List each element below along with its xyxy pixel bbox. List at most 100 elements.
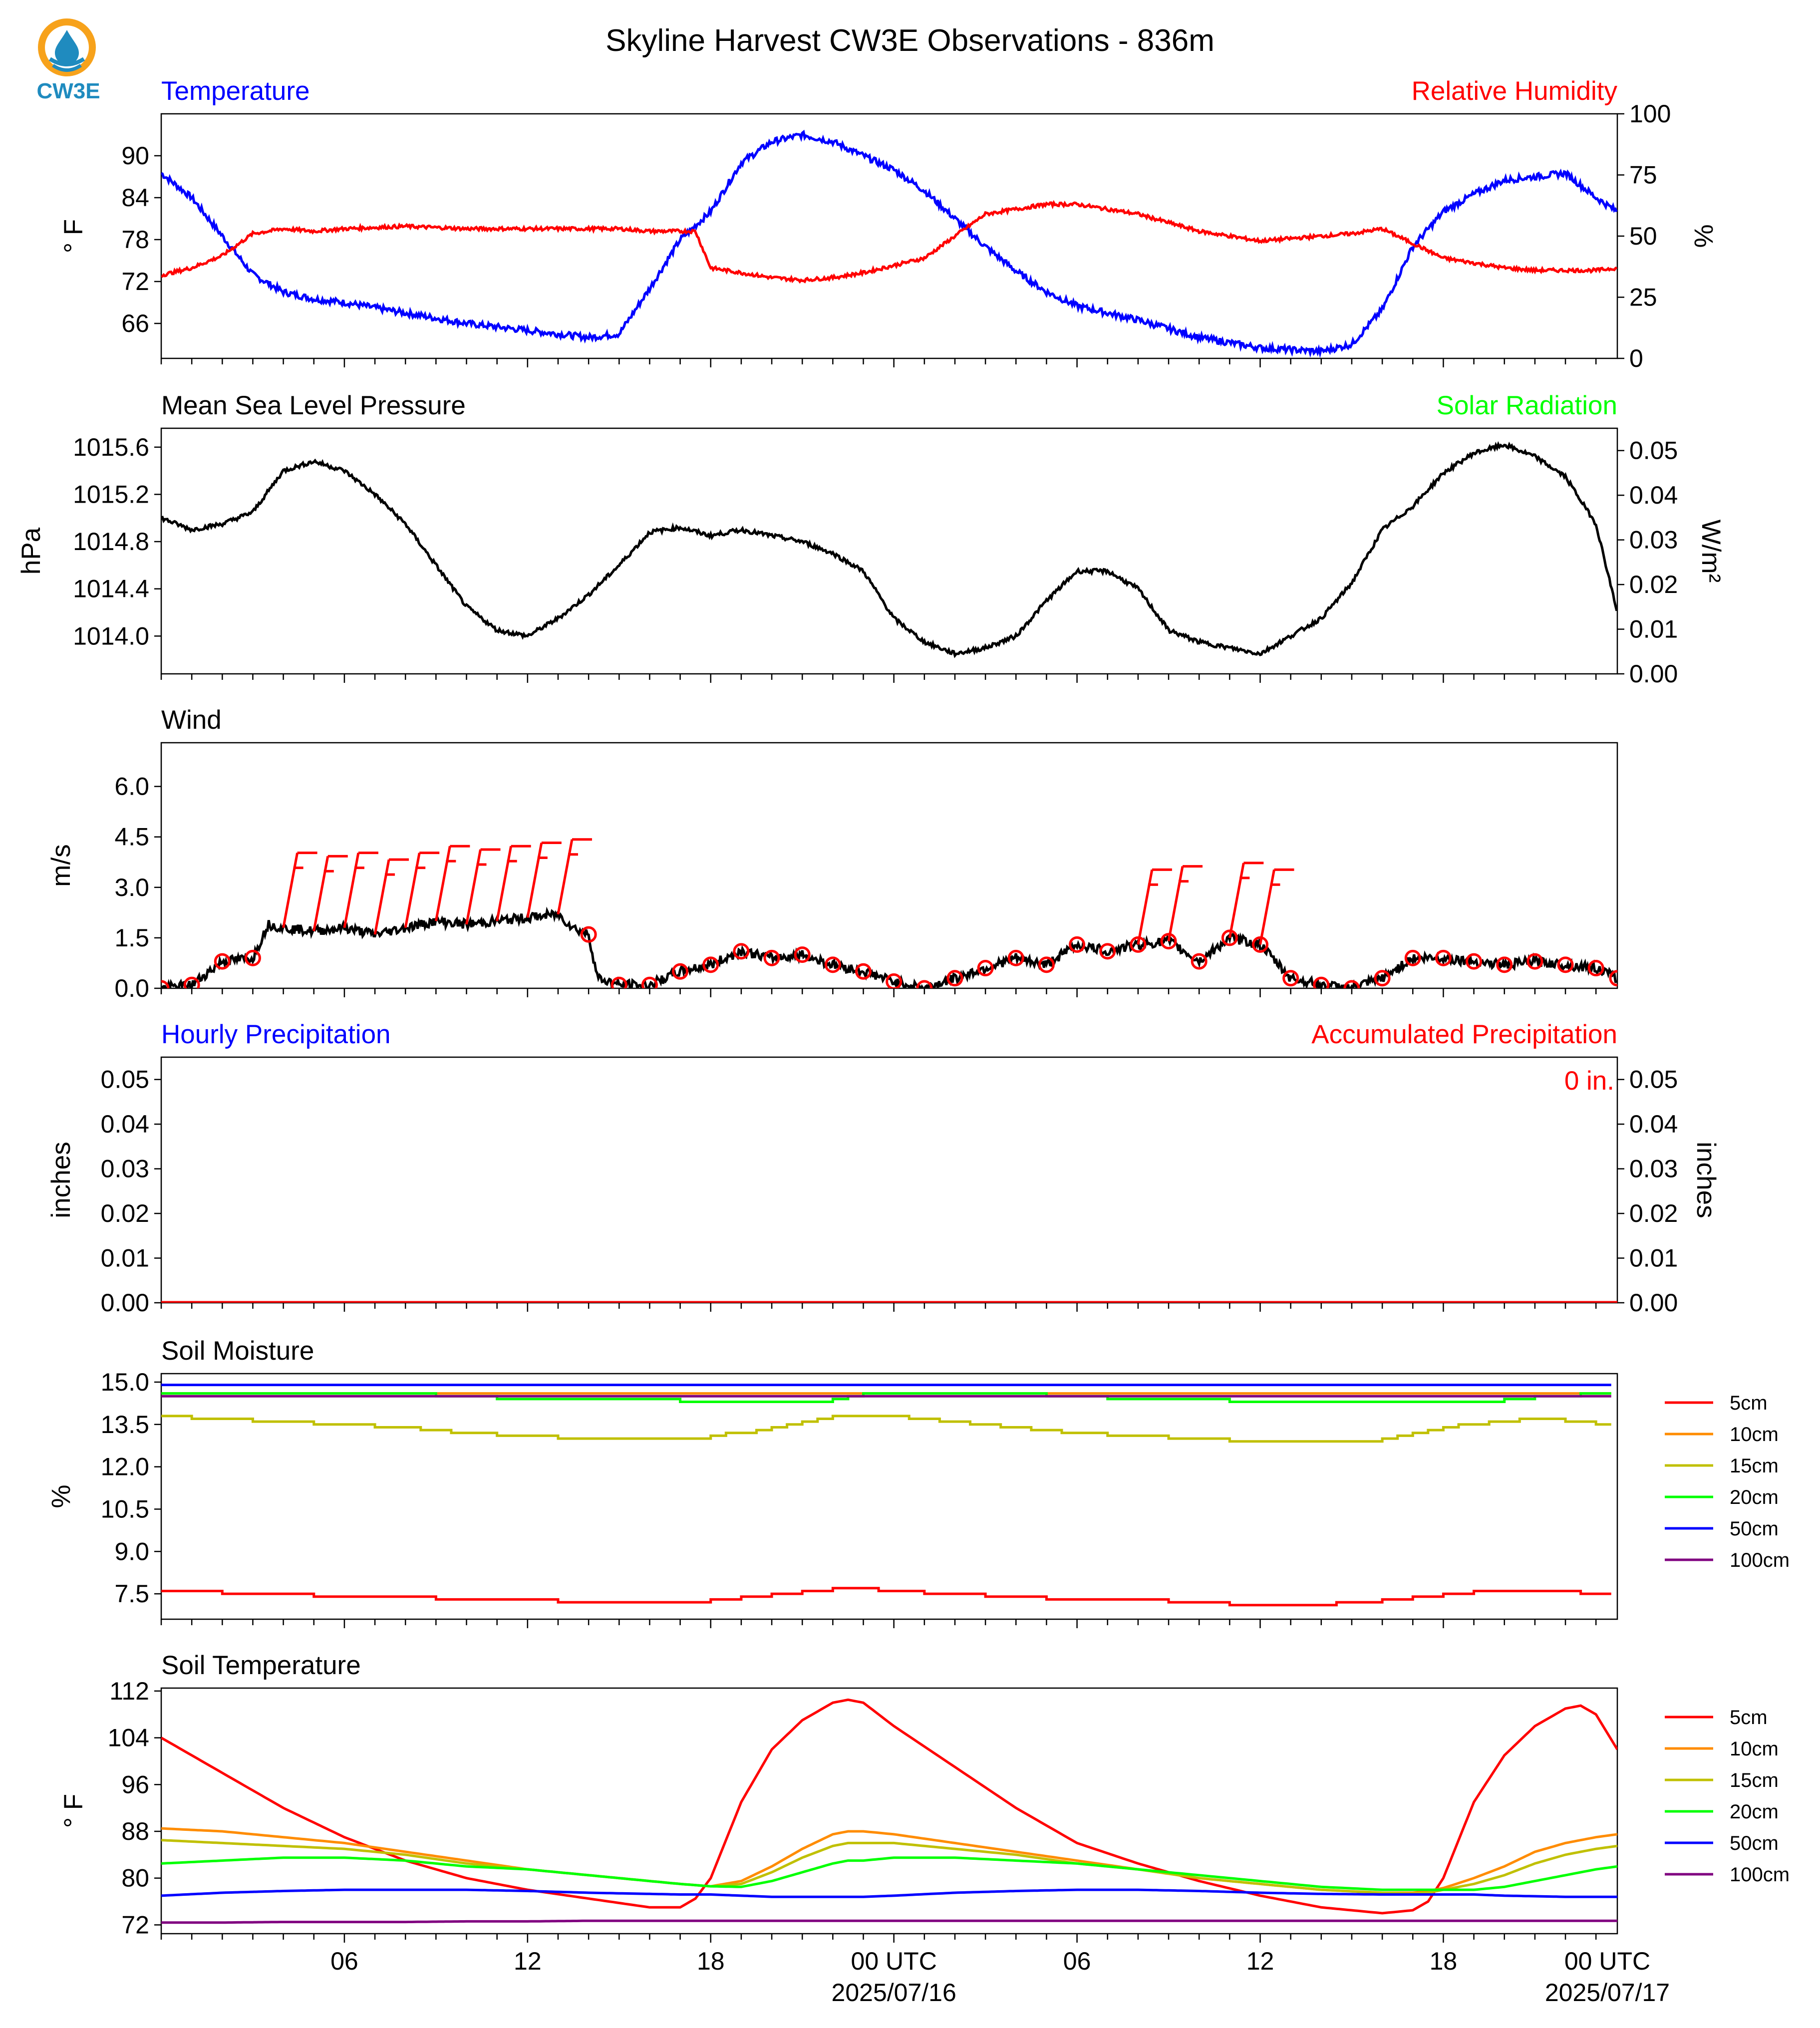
wind-calm-marker — [1313, 976, 1330, 988]
wind-barb-staff — [496, 846, 513, 921]
y-axis-title-right: inches — [1691, 1142, 1721, 1218]
panel-wind: Wind 0.0 1.5 3.0 4.5 6.0 m/s — [46, 705, 1618, 1002]
series-group — [161, 1384, 1611, 1607]
wind-calm-marker — [1526, 953, 1543, 970]
panel-title-left: Hourly Precipitation — [161, 1020, 391, 1049]
wind-calm-marker — [214, 953, 231, 970]
y-tick-label: 7.5 — [114, 1580, 149, 1608]
x-tick-label: 12 — [1246, 1947, 1274, 1975]
y-tick-label: 12.0 — [101, 1453, 149, 1481]
figure-title: Skyline Harvest CW3E Observations - 836m — [606, 23, 1214, 58]
wind-calm-marker — [733, 943, 750, 960]
y-axis-title: ° F — [59, 219, 88, 253]
series-line-5cm — [161, 1587, 1611, 1607]
wind-calm-marker — [1404, 949, 1421, 966]
wind-barb-staff — [434, 846, 451, 921]
panel-title-right: Solar Radiation — [1437, 391, 1617, 420]
panel-pressure_solar: Mean Sea Level Pressure Solar Radiation 10… — [16, 391, 1726, 688]
wind-calm-marker — [1007, 949, 1024, 966]
y-tick-label: 13.5 — [101, 1411, 149, 1439]
y-tick-label: 0.05 — [101, 1066, 149, 1094]
series-group — [161, 1698, 1617, 1924]
y-tick-label: 10.5 — [101, 1495, 149, 1523]
y-tick-label: 0.01 — [101, 1244, 149, 1272]
wind-calm-marker — [1374, 970, 1391, 987]
y-tick-label: 0.04 — [101, 1110, 149, 1138]
y-tick-label-right: 0.05 — [1629, 1066, 1678, 1094]
wind-barb-staff — [373, 859, 390, 935]
y-tick-label: 1015.6 — [73, 433, 149, 461]
logo-text: CW3E — [36, 79, 100, 103]
y-axis-title-right: W/m² — [1696, 520, 1726, 583]
x-date-label: 2025/07/17 — [1545, 1979, 1670, 2007]
y-tick-label-right: 0.00 — [1629, 660, 1678, 688]
y-tick-label-right: 0.02 — [1629, 571, 1678, 598]
legend-label: 5cm — [1730, 1707, 1768, 1729]
y-tick-label: 112 — [109, 1677, 149, 1705]
series-line-15cm — [161, 1415, 1611, 1443]
y-tick-label: 72 — [121, 268, 149, 295]
y-tick-label: 1014.8 — [73, 528, 149, 556]
wind-calm-marker — [1191, 953, 1208, 970]
y-tick-label: 72 — [121, 1911, 149, 1939]
y-tick-label: 4.5 — [114, 823, 149, 851]
accumulated-precip-label: 0 in. — [1564, 1066, 1614, 1096]
wind-calm-marker — [794, 946, 811, 963]
wind-calm-marker — [641, 976, 658, 988]
legend-label: 20cm — [1730, 1801, 1779, 1823]
wind-barb-staff — [557, 839, 574, 915]
wind-barb-staff — [343, 853, 360, 928]
series-line-20cm — [161, 1392, 1611, 1404]
legend-label: 50cm — [1730, 1832, 1779, 1854]
y-tick-label: 104 — [108, 1724, 149, 1752]
wind-calm-marker — [886, 973, 903, 988]
y-tick-label: 66 — [121, 309, 149, 337]
y-tick-label: 0.02 — [101, 1199, 149, 1227]
y-tick-label-right: 25 — [1629, 284, 1657, 311]
series-line-5cm — [161, 1698, 1617, 1915]
plot-frame — [160, 1056, 1618, 1304]
y-tick-label: 80 — [121, 1864, 149, 1892]
y-tick-label: 0.0 — [114, 974, 149, 1002]
y-tick-label: 1.5 — [114, 924, 149, 952]
series-group — [161, 906, 1617, 988]
wind-calm-marker — [1221, 929, 1238, 946]
wind-barb-staff — [312, 856, 329, 931]
wind-calm-marker — [610, 976, 627, 988]
y-tick-label-right: 75 — [1629, 161, 1657, 189]
legend-label: 15cm — [1730, 1455, 1779, 1477]
y-axis-title: hPa — [16, 527, 46, 575]
y-tick-label: 84 — [121, 184, 149, 212]
wind-calm-marker — [672, 963, 689, 980]
panel-title-right: Accumulated Precipitation — [1311, 1020, 1617, 1049]
wind-calm-marker — [244, 949, 261, 966]
x-date-label: 2025/07/16 — [832, 1979, 956, 2007]
panel-soil_moisture: Soil Moisture 7.5 9.0 10.5 12.0 13.5 15.0% 5cm 1… — [46, 1336, 1790, 1628]
y-axis-title: ° F — [59, 1794, 88, 1828]
panel-title-left: Soil Moisture — [161, 1336, 314, 1366]
x-tick-label: 18 — [697, 1947, 725, 1975]
wind-calm-marker — [1496, 956, 1513, 973]
panel-title-left: Soil Temperature — [161, 1651, 361, 1680]
y-tick-label: 78 — [121, 226, 149, 254]
y-tick-label-right: 50 — [1629, 222, 1657, 250]
plot-frame — [160, 1687, 1618, 1935]
wind-barb-staff — [465, 849, 482, 925]
wind-calm-marker — [1252, 936, 1269, 953]
y-tick-label-right: 0.03 — [1629, 1155, 1678, 1183]
y-tick-label-right: 0.05 — [1629, 437, 1678, 465]
legend-label: 100cm — [1730, 1864, 1790, 1886]
series-line-15cm — [161, 1839, 1617, 1895]
plot-frame — [160, 742, 1618, 989]
wind-calm-marker — [1587, 960, 1604, 977]
panel-soil_temperature: Soil Temperature 72 80 88 96 104 112 ° F 5cm 10cm… — [59, 1651, 1790, 1943]
x-tick-label: 00 UTC — [851, 1947, 937, 1975]
series-line-wind-speed — [161, 906, 1617, 988]
legend-label: 10cm — [1730, 1738, 1779, 1760]
legend-label: 15cm — [1730, 1769, 1779, 1791]
y-tick-label-right: 0 — [1629, 344, 1643, 372]
y-tick-label-right: 0.04 — [1629, 481, 1678, 509]
wind-barb-staff — [1259, 869, 1275, 945]
